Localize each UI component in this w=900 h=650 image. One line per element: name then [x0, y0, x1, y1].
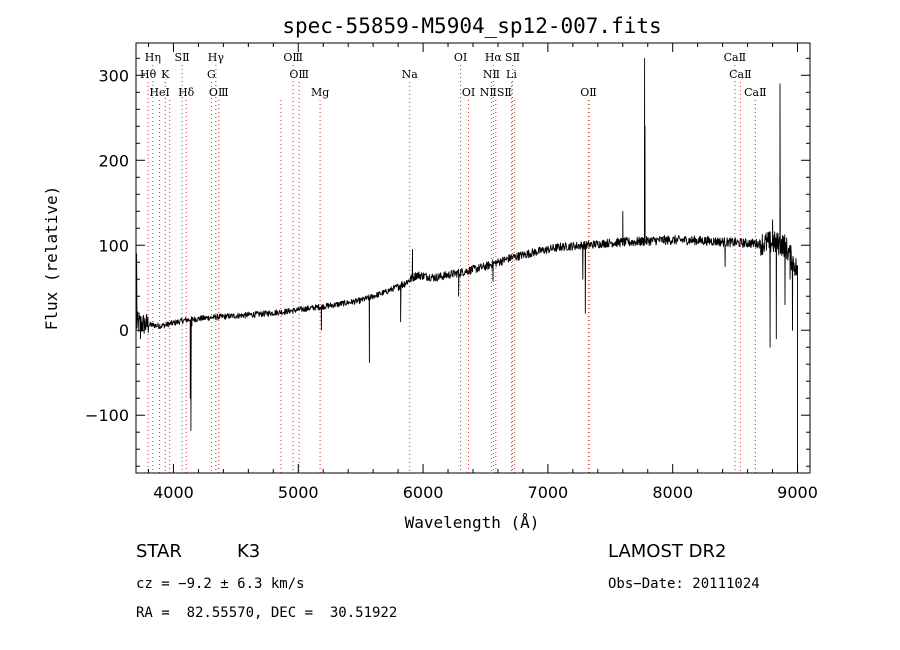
spectral-line-label: Hα — [485, 51, 503, 64]
spectral-line-label: CaⅡ — [729, 68, 751, 81]
spectral-subclass: K3 — [237, 541, 261, 562]
flux-line — [136, 57, 798, 471]
spectral-line-label: Mg — [311, 86, 329, 99]
x-tick-label: 6000 — [403, 483, 444, 502]
y-tick-label: 0 — [119, 321, 129, 340]
spectral-line-label: OⅢ — [209, 86, 229, 99]
spectral-line-label: Hδ — [178, 86, 195, 99]
spectral-line-label: OⅡ — [580, 86, 597, 99]
spectral-line-markers — [147, 65, 756, 473]
spectral-line-label: SⅡ — [505, 51, 520, 64]
x-tick-label: 7000 — [528, 483, 569, 502]
chart-title: spec-55859-M5904_sp12-007.fits — [282, 14, 661, 38]
flux-series — [136, 57, 798, 471]
spectral-line-label: Hγ — [208, 51, 225, 64]
spectral-line-label: OⅢ — [289, 68, 309, 81]
spectral-line-label: CaⅡ — [724, 51, 746, 64]
spectral-line-label: Hθ — [140, 68, 157, 81]
spectral-line-label: NⅡ — [483, 68, 500, 81]
redshift-readout: cz = −9.2 ± 6.3 km/s — [136, 576, 305, 592]
object-type: STAR — [136, 541, 182, 562]
y-tick-label: 100 — [98, 236, 129, 255]
y-tick-label: 200 — [98, 151, 129, 170]
survey-name: LAMOST DR2 — [608, 541, 727, 562]
spectral-line-label: OⅠ — [462, 86, 475, 99]
spectral-line-label: G — [207, 68, 216, 81]
x-tick-label: 8000 — [652, 483, 693, 502]
x-tick-label: 4000 — [153, 483, 194, 502]
spectral-line-label: K — [161, 68, 170, 81]
spectral-line-label: SⅡ — [175, 51, 190, 64]
spectral-line-label: OⅢ — [283, 51, 303, 64]
plot-frame — [135, 42, 811, 474]
spectral-line-label: CaⅡ — [744, 86, 766, 99]
spectral-line-label: Li — [506, 68, 517, 81]
spectral-line-label: HeⅠ — [149, 86, 169, 99]
observation-date: Obs−Date: 20111024 — [608, 576, 760, 592]
spectral-line-label: Hη — [145, 51, 161, 64]
spectral-line-label: OⅠ — [454, 51, 467, 64]
x-axis-label: Wavelength (Å) — [405, 513, 540, 532]
axis-ticks: 4000 5000 6000 7000 8000 9000 −100 0 100 200 300 — [85, 43, 818, 502]
y-tick-label: 300 — [98, 66, 129, 85]
coordinates-readout: RA = 82.55570, DEC = 30.51922 — [136, 605, 398, 621]
y-axis-label: Flux (relative) — [42, 186, 61, 331]
y-tick-label: −100 — [85, 406, 129, 425]
x-tick-label: 5000 — [278, 483, 319, 502]
spectral-line-label: Na — [402, 68, 419, 81]
spectral-line-label: NⅡSⅡ — [480, 86, 512, 99]
x-tick-label: 9000 — [777, 483, 818, 502]
